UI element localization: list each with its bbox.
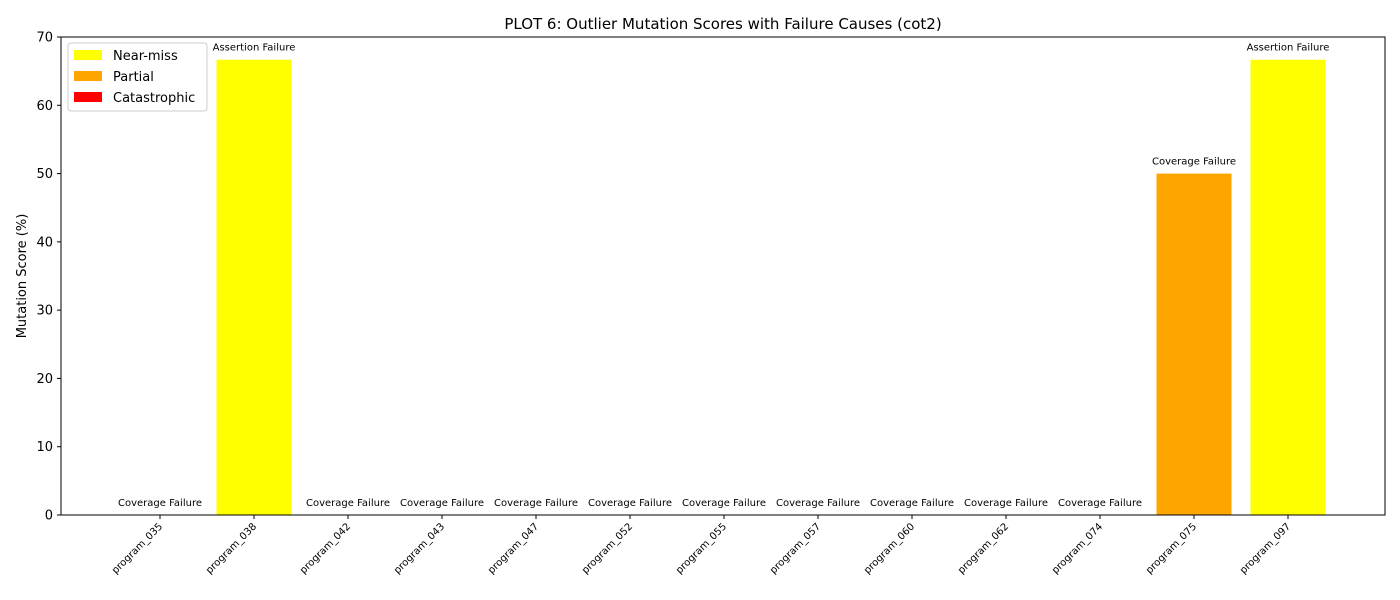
bar-annotation-program_057: Coverage Failure	[776, 498, 860, 509]
x-tick-label-program_074: program_074	[1050, 521, 1105, 576]
legend-swatch-catastrophic	[74, 92, 102, 102]
x-tick-label-program_035: program_035	[110, 521, 165, 576]
y-axis-label: Mutation Score (%)	[15, 214, 30, 339]
bar-annotation-program_042: Coverage Failure	[306, 498, 390, 509]
plot-frame	[60, 36, 1386, 516]
x-tick-label-program_055: program_055	[674, 521, 729, 576]
x-tick-label-program_038: program_038	[204, 521, 259, 576]
plot-area: Coverage Failure Assertion Failure Coverag…	[36, 31, 1386, 576]
x-tick-label-program_042: program_042	[298, 521, 353, 576]
x-tick-label-program_075: program_075	[1144, 521, 1199, 576]
bar-annotation-program_060: Coverage Failure	[870, 498, 954, 509]
x-tick-label-program_057: program_057	[768, 521, 823, 576]
bar-annotation-program_035: Coverage Failure	[118, 498, 202, 509]
x-tick-label-program_062: program_062	[956, 521, 1011, 576]
bar-program_075	[1156, 173, 1232, 516]
bar-annotation-program_074: Coverage Failure	[1058, 498, 1142, 509]
x-tick-label-program_052: program_052	[580, 521, 635, 576]
y-tick-label: 60	[36, 99, 53, 114]
legend-box	[67, 42, 208, 112]
y-tick-label: 30	[36, 304, 53, 319]
x-tick-label-program_047: program_047	[486, 521, 541, 576]
legend: Near-miss Partial Catastrophic	[67, 42, 208, 112]
bar-annotation-program_097: Assertion Failure	[1247, 43, 1330, 54]
bar-annotation-program_043: Coverage Failure	[400, 498, 484, 509]
y-tick-label: 0	[45, 509, 53, 524]
legend-label-catastrophic: Catastrophic	[113, 91, 195, 106]
bar-annotation-program_038: Assertion Failure	[213, 43, 296, 54]
x-tick-label-program_097: program_097	[1238, 521, 1293, 576]
x-tick-label-program_043: program_043	[392, 521, 447, 576]
bar-program_038	[216, 59, 292, 516]
bar-annotation-program_055: Coverage Failure	[682, 498, 766, 509]
bar-annotation-program_052: Coverage Failure	[588, 498, 672, 509]
x-tick-label-program_060: program_060	[862, 521, 917, 576]
legend-label-partial: Partial	[113, 70, 154, 85]
chart-title: PLOT 6: Outlier Mutation Scores with Fai…	[504, 15, 941, 33]
bar-annotation-program_047: Coverage Failure	[494, 498, 578, 509]
y-tick-label: 20	[36, 372, 53, 387]
bar-annotation-program_062: Coverage Failure	[964, 498, 1048, 509]
y-tick-label: 70	[36, 31, 53, 46]
legend-swatch-partial	[74, 71, 102, 81]
y-tick-label: 50	[36, 167, 53, 182]
bar-annotation-program_075: Coverage Failure	[1152, 157, 1236, 168]
legend-label-near-miss: Near-miss	[113, 49, 178, 64]
legend-swatch-near-miss	[74, 50, 102, 60]
bar-program_097	[1250, 59, 1326, 516]
y-tick-label: 40	[36, 235, 53, 250]
y-tick-label: 10	[36, 440, 53, 455]
